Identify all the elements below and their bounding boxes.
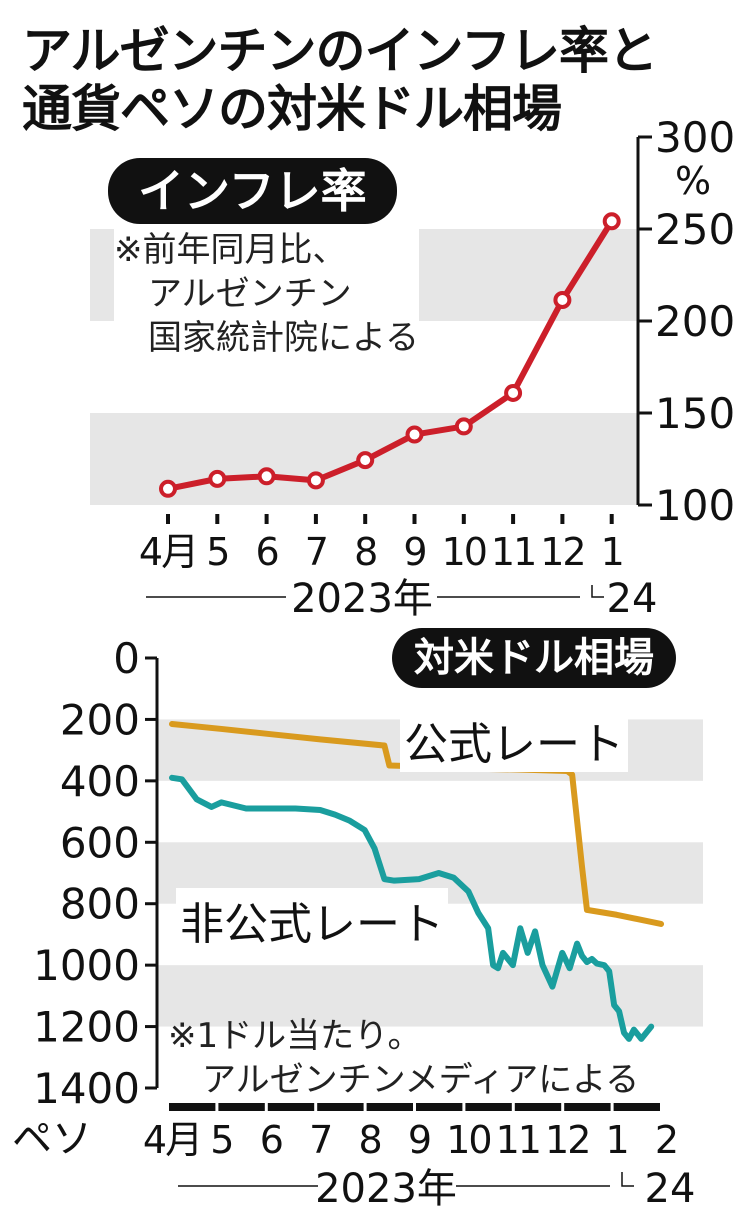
x-axis-segment: [613, 1103, 660, 1111]
peso-note-line: アルゼンチンメディアによる: [202, 1060, 640, 1100]
x-tick-label: 12: [540, 530, 584, 574]
x-tick-label: 6: [256, 530, 278, 574]
inflation-line: [167, 219, 615, 492]
inflation-note: ※前年同月比、 アルゼンチン 国家統計院による: [114, 228, 419, 360]
x-axis-segment: [267, 1103, 315, 1111]
inflation-axes: 100 150 200 250 300% 4月 5 6 7 8 9 10 11 12 1 2023年 24: [139, 113, 735, 622]
x-axis-segment: [218, 1103, 265, 1111]
peso-note: ※1ドル当たり。 アルゼンチンメディアによる: [168, 1014, 639, 1102]
y-tick-label: 1000: [33, 941, 140, 990]
x-axis-segment: [169, 1103, 216, 1111]
x-tick-label: 11: [496, 1118, 540, 1162]
year-label: 24: [607, 576, 658, 622]
x-axis-segment: [564, 1103, 611, 1111]
y-tick-label: 1200: [33, 1003, 140, 1052]
y-tick-label: 150: [655, 389, 735, 438]
inflation-point: [356, 451, 375, 470]
x-tick-label: 4月: [139, 530, 197, 574]
inflation-note-line: アルゼンチン: [148, 274, 352, 314]
year-bracket-corner: [621, 1172, 634, 1187]
inflation-point: [405, 425, 424, 444]
inflation-point: [454, 417, 473, 436]
x-tick-label: 11: [491, 530, 535, 574]
y-tick-label: 200: [655, 297, 735, 346]
x-tick-label: 9: [403, 530, 425, 574]
chart-title-line2: 通貨ペソの対米ドル相場: [22, 80, 562, 138]
x-tick-label: 1: [601, 530, 623, 574]
x-tick-label: 4月: [143, 1118, 201, 1162]
x-tick-label: 8: [359, 1118, 381, 1162]
x-tick-label: 2: [655, 1118, 677, 1162]
y-tick-label: 100: [655, 481, 735, 530]
x-axis-segment: [416, 1103, 463, 1111]
x-tick-label: 5: [206, 530, 228, 574]
x-axis-segment: [465, 1103, 512, 1111]
y-tick-label: 1400: [33, 1064, 140, 1113]
x-tick-label: 7: [305, 530, 327, 574]
y-tick-label: 200: [60, 695, 140, 744]
inflation-series: [159, 212, 621, 498]
year-label: 2023年: [291, 576, 433, 622]
inflation-point: [257, 467, 276, 486]
x-tick-label: 9: [408, 1118, 430, 1162]
inflation-label: インフレ率: [108, 158, 397, 224]
official-rate-legend: 公式レート: [400, 708, 628, 772]
y-tick-label: 300: [655, 113, 735, 162]
inflation-note-line: ※前年同月比、: [114, 230, 347, 270]
peso-rate-label: 対米ドル相場: [392, 628, 676, 688]
x-tick-label: 1: [606, 1118, 628, 1162]
inflation-point: [208, 469, 227, 488]
peso-note-line: ※1ドル当たり。: [168, 1016, 422, 1056]
x-tick-label: 8: [354, 530, 376, 574]
inflation-point: [602, 212, 621, 231]
x-axis-segment: [366, 1103, 413, 1111]
chart-title-line1: アルゼンチンのインフレ率と: [22, 22, 658, 80]
inflation-point: [504, 383, 523, 402]
x-tick-label: 5: [210, 1118, 232, 1162]
x-tick-label: 12: [545, 1118, 589, 1162]
inflation-point: [306, 471, 325, 490]
x-axis-segment: [514, 1103, 562, 1111]
y-tick-label: 0: [113, 634, 140, 683]
year-label: 24: [645, 1166, 696, 1212]
unofficial-rate-line: [169, 774, 655, 1042]
x-tick-label: 7: [309, 1118, 331, 1162]
x-tick-label: 10: [442, 530, 486, 574]
year-label: 2023年: [315, 1166, 457, 1212]
x-axis-segment: [317, 1103, 364, 1111]
inflation-note-line: 国家統計院による: [148, 318, 419, 358]
year-bracket-corner: [591, 585, 604, 598]
inflation-point: [159, 479, 177, 498]
unofficial-rate-legend: 非公式レート: [176, 888, 448, 952]
inflation-point: [553, 291, 572, 310]
y-tick-label: 250: [655, 205, 735, 254]
y-tick-label: 600: [60, 818, 140, 867]
y-tick-label: 800: [60, 880, 140, 929]
y-tick-label: 400: [60, 757, 140, 806]
x-tick-label: 6: [260, 1118, 282, 1162]
x-tick-label: 10: [446, 1118, 490, 1162]
y-unit-label: ペソ: [12, 1116, 92, 1162]
y-unit-label: %: [675, 159, 711, 203]
